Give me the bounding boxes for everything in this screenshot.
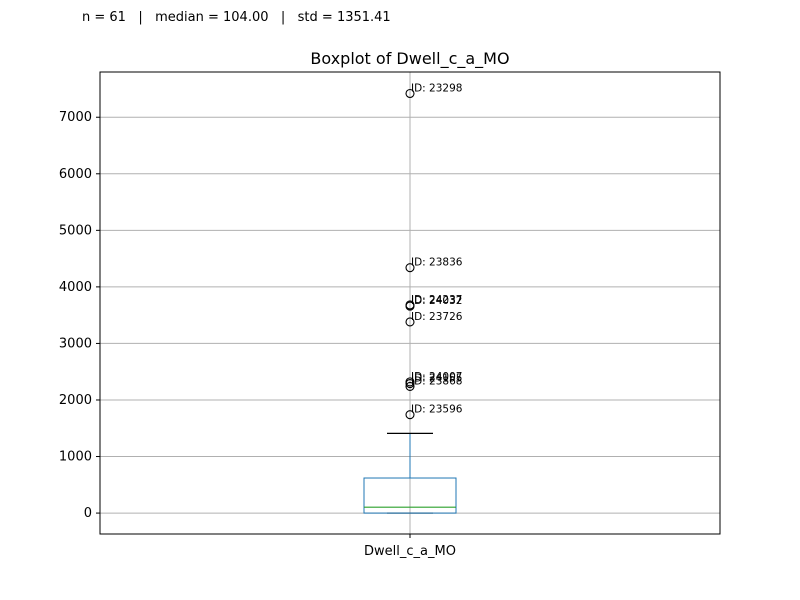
outlier-label: ID: 24155 — [411, 373, 462, 385]
outlier-point — [405, 301, 415, 311]
iqr-box — [363, 477, 457, 514]
x-tick-label: Dwell_c_a_MO — [364, 544, 456, 559]
y-tick-label: 5000 — [59, 223, 92, 238]
y-tick-label: 3000 — [59, 336, 92, 351]
outlier-label: ID: 23836 — [411, 257, 463, 269]
y-tick-label: 0 — [84, 506, 92, 521]
y-tick-label: 4000 — [59, 280, 92, 295]
outlier-label: ID: 24032 — [411, 295, 462, 307]
outlier-point — [405, 88, 415, 99]
y-axis: 0 1000 2000 3000 4000 5000 6000 7000 — [59, 110, 100, 521]
outlier-label: ID: 24237 — [411, 294, 462, 306]
y-tick-label: 2000 — [59, 393, 92, 408]
grid-lines — [100, 72, 720, 534]
outlier-label: ID: 24007 — [411, 371, 462, 383]
y-tick-label: 7000 — [59, 110, 92, 125]
outlier-point — [405, 381, 415, 391]
outlier-label: ID: 23596 — [411, 404, 463, 416]
x-axis: Dwell_c_a_MO — [364, 534, 456, 559]
outlier-label: ID: 23726 — [411, 311, 463, 323]
y-tick-label: 1000 — [59, 450, 92, 465]
stats-summary: n = 61 | median = 104.00 | std = 1351.41 — [82, 10, 391, 25]
outlier-point — [405, 317, 415, 327]
outlier-point — [405, 410, 415, 420]
outlier-label: ID: 23298 — [411, 82, 462, 94]
y-tick-label: 6000 — [59, 167, 92, 182]
outlier-label: ID: 23868 — [411, 375, 462, 387]
chart-title: Boxplot of Dwell_c_a_MO — [310, 49, 509, 69]
outlier-point — [405, 379, 415, 389]
outlier-point — [405, 263, 415, 273]
